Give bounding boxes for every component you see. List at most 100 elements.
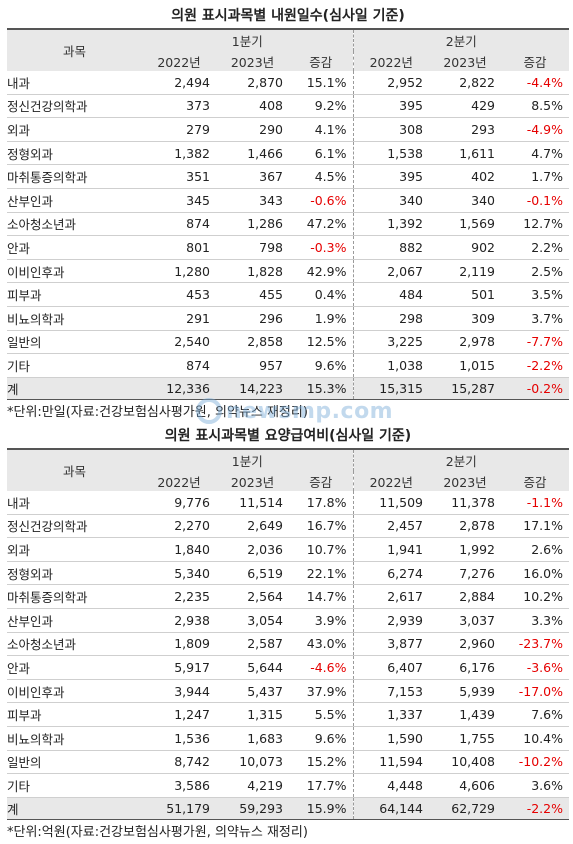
table-row: 소아청소년과 1,809 2,587 43.0% 3,877 2,960 -23.7%	[7, 632, 569, 657]
value-cell: 1,392	[352, 212, 429, 237]
value-cell: 3,877	[352, 632, 429, 657]
dept-cell: 이비인후과	[7, 259, 142, 284]
value-cell: 309	[429, 306, 501, 331]
value-cell: 5,644	[216, 655, 289, 680]
value-cell: 3,225	[352, 330, 429, 355]
value-cell: 395	[352, 164, 429, 189]
value-cell: 2.5%	[501, 259, 569, 284]
subheader-row: 2022년 2023년 증감 2022년 2023년 증감	[7, 471, 569, 491]
value-cell: 1.7%	[501, 164, 569, 189]
table-row: 산부인과 2,938 3,054 3.9% 2,939 3,037 3.3%	[7, 608, 569, 633]
value-cell: 16.7%	[289, 514, 353, 539]
value-cell: 1,337	[352, 702, 429, 727]
value-cell: 429	[429, 94, 501, 119]
table-row: 피부과 1,247 1,315 5.5% 1,337 1,439 7.6%	[7, 702, 569, 727]
value-cell: 1,941	[352, 537, 429, 562]
value-cell: 2,870	[216, 71, 289, 95]
header-dept: 과목	[7, 29, 142, 71]
value-cell: 2,270	[142, 514, 216, 539]
value-cell: 874	[142, 212, 216, 237]
subheader-row: 2022년 2023년 증감 2022년 2023년 증감	[7, 51, 569, 71]
value-cell: 1,683	[216, 726, 289, 751]
value-cell: 2,494	[142, 71, 216, 95]
value-cell: 455	[216, 282, 289, 307]
dept-cell: 기타	[7, 353, 142, 378]
total-cell: 62,729	[429, 797, 501, 820]
value-cell: 957	[216, 353, 289, 378]
value-cell: 402	[429, 164, 501, 189]
subheader-cell: 2022년	[142, 51, 216, 71]
value-cell: 2,036	[216, 537, 289, 562]
table-row: 안과 801 798 -0.3% 882 902 2.2%	[7, 235, 569, 260]
table-row: 외과 279 290 4.1% 308 293 -4.9%	[7, 117, 569, 142]
dept-cell: 마취통증의학과	[7, 164, 142, 189]
benefits-section: 의원 표시과목별 요양급여비(심사일 기준) 과목 1분기 2분기 2022년 2023…	[7, 424, 569, 844]
total-cell: -2.2%	[501, 797, 569, 820]
dept-cell: 소아청소년과	[7, 632, 142, 657]
value-cell: 15.1%	[289, 71, 353, 95]
value-cell: 7,276	[429, 561, 501, 586]
subheader-cell: 2023년	[429, 51, 501, 71]
dept-cell: 산부인과	[7, 188, 142, 213]
value-cell: 9,776	[142, 491, 216, 515]
subheader-cell: 2022년	[352, 471, 429, 491]
value-cell: 4,606	[429, 773, 501, 798]
value-cell: 2.6%	[501, 537, 569, 562]
dept-cell: 비뇨의학과	[7, 726, 142, 751]
value-cell: 2,939	[352, 608, 429, 633]
dept-cell: 정신건강의학과	[7, 514, 142, 539]
visits-table: 과목 1분기 2분기 2022년 2023년 증감 2022년 2023년 증감 내과 2,494 2…	[7, 28, 569, 400]
value-cell: 2,540	[142, 330, 216, 355]
dept-cell: 이비인후과	[7, 679, 142, 704]
unit-note: *단위:만일(자료:건강보험심사평가원, 의약뉴스 재정리)	[7, 404, 308, 420]
total-cell: 15,315	[352, 377, 429, 400]
table-title: 의원 표시과목별 내원일수(심사일 기준)	[171, 8, 405, 24]
value-cell: 373	[142, 94, 216, 119]
value-cell: 3.9%	[289, 608, 353, 633]
value-cell: -0.1%	[501, 188, 569, 213]
value-cell: 1,569	[429, 212, 501, 237]
value-cell: 5,917	[142, 655, 216, 680]
subheader-cell: 증감	[289, 51, 353, 71]
total-cell: 15.3%	[289, 377, 353, 400]
total-label: 계	[7, 797, 142, 820]
dept-cell: 소아청소년과	[7, 212, 142, 237]
value-cell: 408	[216, 94, 289, 119]
value-cell: 3,944	[142, 679, 216, 704]
value-cell: 8.5%	[501, 94, 569, 119]
dept-cell: 일반의	[7, 330, 142, 355]
table-row: 외과 1,840 2,036 10.7% 1,941 1,992 2.6%	[7, 537, 569, 562]
value-cell: 4.1%	[289, 117, 353, 142]
value-cell: -7.7%	[501, 330, 569, 355]
value-cell: 6,274	[352, 561, 429, 586]
value-cell: -4.9%	[501, 117, 569, 142]
table-title: 의원 표시과목별 요양급여비(심사일 기준)	[164, 428, 412, 444]
value-cell: 2,822	[429, 71, 501, 95]
value-cell: 367	[216, 164, 289, 189]
value-cell: 12.7%	[501, 212, 569, 237]
value-cell: 874	[142, 353, 216, 378]
value-cell: 2,952	[352, 71, 429, 95]
value-cell: 6,176	[429, 655, 501, 680]
total-cell: -0.2%	[501, 377, 569, 400]
value-cell: 16.0%	[501, 561, 569, 586]
value-cell: 882	[352, 235, 429, 260]
value-cell: 43.0%	[289, 632, 353, 657]
header-row: 과목 1분기 2분기	[7, 449, 569, 491]
value-cell: 2,235	[142, 584, 216, 609]
header-group-q1: 1분기	[142, 449, 353, 471]
table-row: 일반의 2,540 2,858 12.5% 3,225 2,978 -7.7%	[7, 330, 569, 355]
dept-cell: 외과	[7, 117, 142, 142]
subheader-cell: 2022년	[352, 51, 429, 71]
table-row: 이비인후과 3,944 5,437 37.9% 7,153 5,939 -17.0%	[7, 679, 569, 704]
value-cell: 2,067	[352, 259, 429, 284]
value-cell: 1,992	[429, 537, 501, 562]
value-cell: 22.1%	[289, 561, 353, 586]
table-row: 기타 874 957 9.6% 1,038 1,015 -2.2%	[7, 353, 569, 378]
total-cell: 51,179	[142, 797, 216, 820]
value-cell: 1,280	[142, 259, 216, 284]
value-cell: 340	[352, 188, 429, 213]
value-cell: 308	[352, 117, 429, 142]
table-row: 정형외과 5,340 6,519 22.1% 6,274 7,276 16.0%	[7, 561, 569, 586]
value-cell: 2,119	[429, 259, 501, 284]
